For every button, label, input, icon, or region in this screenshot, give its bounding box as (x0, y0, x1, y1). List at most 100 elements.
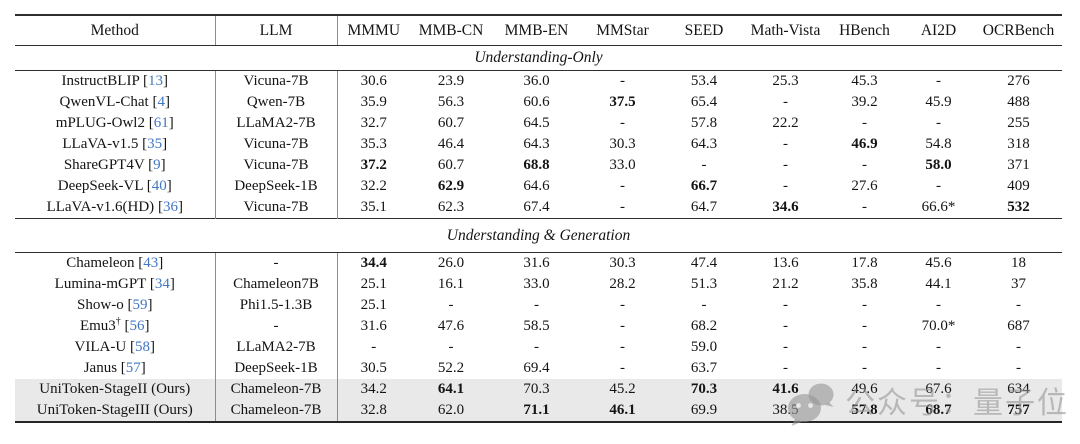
citation-link[interactable]: 43 (143, 255, 159, 271)
value-cell: 58.5 (523, 318, 550, 334)
citation-link[interactable]: 57 (125, 360, 141, 376)
table-header-row: Method LLM MMMU MMB-CN MMB-EN MMStar SEED Math-… (15, 14, 1062, 46)
method-name: Emu3 (79, 318, 116, 334)
value-cell: - (783, 178, 788, 194)
method-name: Chameleon (66, 255, 135, 271)
citation-link[interactable]: 59 (132, 297, 148, 313)
column-header-mmb-en: MMB-EN (492, 14, 581, 46)
value-cell: - (620, 297, 625, 313)
value-cell: - (862, 318, 867, 334)
value-cell: 46.4 (437, 136, 465, 152)
value-cell: 70.0* (921, 318, 956, 334)
value-cell: - (448, 297, 454, 313)
method-name: UniToken-StageIII (Ours) (36, 402, 193, 418)
method-cell: QwenVL-Chat [4] (15, 92, 216, 113)
value-cell: - (936, 115, 941, 131)
value-cell: 33.0 (609, 157, 636, 173)
value-cell: 27.6 (851, 178, 878, 194)
value-cell: - (862, 297, 867, 313)
column-header-ai2d: AI2D (902, 14, 975, 46)
value-cell: 28.2 (609, 276, 636, 292)
value-cell: 64.7 (690, 199, 718, 215)
value-cell: - (620, 360, 625, 376)
method-name: mPLUG-Owl2 (55, 115, 145, 131)
method-cell: VILA-U [58] (15, 337, 216, 358)
citation-link[interactable]: 13 (148, 73, 164, 89)
method-name: UniToken-StageII (Ours) (39, 381, 191, 397)
table-row: Janus [57] DeepSeek-1B 30.5 52.2 69.4 - 63.7 - -… (15, 358, 1062, 379)
method-cell: DeepSeek-VL [40] (15, 176, 216, 197)
citation-link[interactable]: 58 (134, 339, 150, 355)
value-cell: 51.3 (690, 276, 718, 292)
value-cell: 47.4 (690, 255, 718, 271)
table-row: Chameleon [43] - 34.4 26.0 31.6 30.3 47.4 13.6 1… (15, 252, 1062, 274)
value-cell: 62.9 (437, 178, 465, 194)
value-cell: 32.8 (337, 400, 410, 423)
citation-link[interactable]: 61 (153, 115, 169, 131)
value-cell: - (534, 339, 539, 355)
citation-link[interactable]: 36 (162, 199, 178, 215)
value-cell: - (701, 297, 707, 313)
table-row: Lumina-mGPT [34] Chameleon7B 25.1 16.1 33.0 2… (15, 274, 1062, 295)
llm-cell: Chameleon-7B (215, 400, 338, 423)
citation-link[interactable]: 40 (151, 178, 167, 194)
citation-link[interactable]: 9 (153, 157, 161, 173)
value-cell: 47.6 (437, 318, 465, 334)
value-cell: - (620, 199, 625, 215)
value-cell: 255 (1007, 115, 1030, 131)
column-header-mmb-cn: MMB-CN (410, 14, 492, 46)
value-cell: 34.6 (772, 199, 799, 215)
value-cell: 46.1 (581, 400, 664, 423)
column-header-method: Method (15, 14, 216, 46)
citation-link[interactable]: 34 (154, 276, 170, 292)
table-row: UniToken-StageII (Ours) Chameleon-7B 34.2 6… (15, 379, 1062, 400)
value-cell: 18 (1011, 255, 1026, 271)
value-cell: 57.8 (690, 115, 718, 131)
value-cell: - (936, 73, 941, 89)
value-cell: 30.6 (360, 73, 387, 89)
table-row: ShareGPT4V [9] Vicuna-7B 37.2 60.7 68.8 33.0 -… (15, 155, 1062, 176)
value-cell: 45.2 (581, 379, 664, 400)
value-cell: 276 (1007, 73, 1030, 89)
value-cell: 64.1 (410, 379, 492, 400)
value-cell: - (1016, 360, 1021, 376)
value-cell: 58.0 (925, 157, 952, 173)
value-cell: 62.3 (437, 199, 465, 215)
benchmark-table: Method LLM MMMU MMB-CN MMB-EN MMStar SEED Math-… (15, 14, 1062, 423)
llm-cell: LLaMA2-7B (215, 337, 338, 358)
citation-link[interactable]: 4 (157, 94, 165, 110)
value-cell: 37 (1011, 276, 1026, 292)
value-cell: 30.5 (360, 360, 387, 376)
value-cell: - (783, 297, 788, 313)
value-cell: - (862, 360, 867, 376)
llm-cell: DeepSeek-1B (215, 176, 338, 197)
llm-cell: Vicuna-7B (215, 197, 338, 219)
table-row: UniToken-StageIII (Ours) Chameleon-7B 32.8… (15, 400, 1062, 423)
value-cell: 35.9 (360, 94, 387, 110)
method-cell: Emu3† [56] (15, 316, 216, 337)
column-header-mmstar: MMStar (581, 14, 664, 46)
value-cell: 60.7 (437, 157, 465, 173)
value-cell: 52.2 (437, 360, 465, 376)
citation-link[interactable]: 35 (147, 136, 163, 152)
value-cell: 17.8 (851, 255, 878, 271)
table-row: LLaVA-v1.6(HD) [36] Vicuna-7B 35.1 62.3 67.4… (15, 197, 1062, 219)
column-header-mmmu: MMMU (337, 14, 410, 46)
value-cell: - (862, 157, 867, 173)
value-cell: 68.8 (523, 157, 550, 173)
value-cell: - (620, 318, 625, 334)
method-name: QwenVL-Chat (59, 94, 149, 110)
value-cell: 26.0 (437, 255, 465, 271)
value-cell: 39.2 (851, 94, 878, 110)
value-cell: 409 (1007, 178, 1030, 194)
llm-cell: DeepSeek-1B (215, 358, 338, 379)
value-cell: 63.7 (690, 360, 718, 376)
value-cell: 67.4 (523, 199, 550, 215)
value-cell: 35.1 (360, 199, 387, 215)
value-cell: - (783, 136, 788, 152)
column-header-seed: SEED (664, 14, 744, 46)
value-cell: - (620, 73, 625, 89)
citation-link[interactable]: 56 (129, 318, 145, 334)
value-cell: 71.1 (492, 400, 581, 423)
method-name: VILA-U (74, 339, 127, 355)
